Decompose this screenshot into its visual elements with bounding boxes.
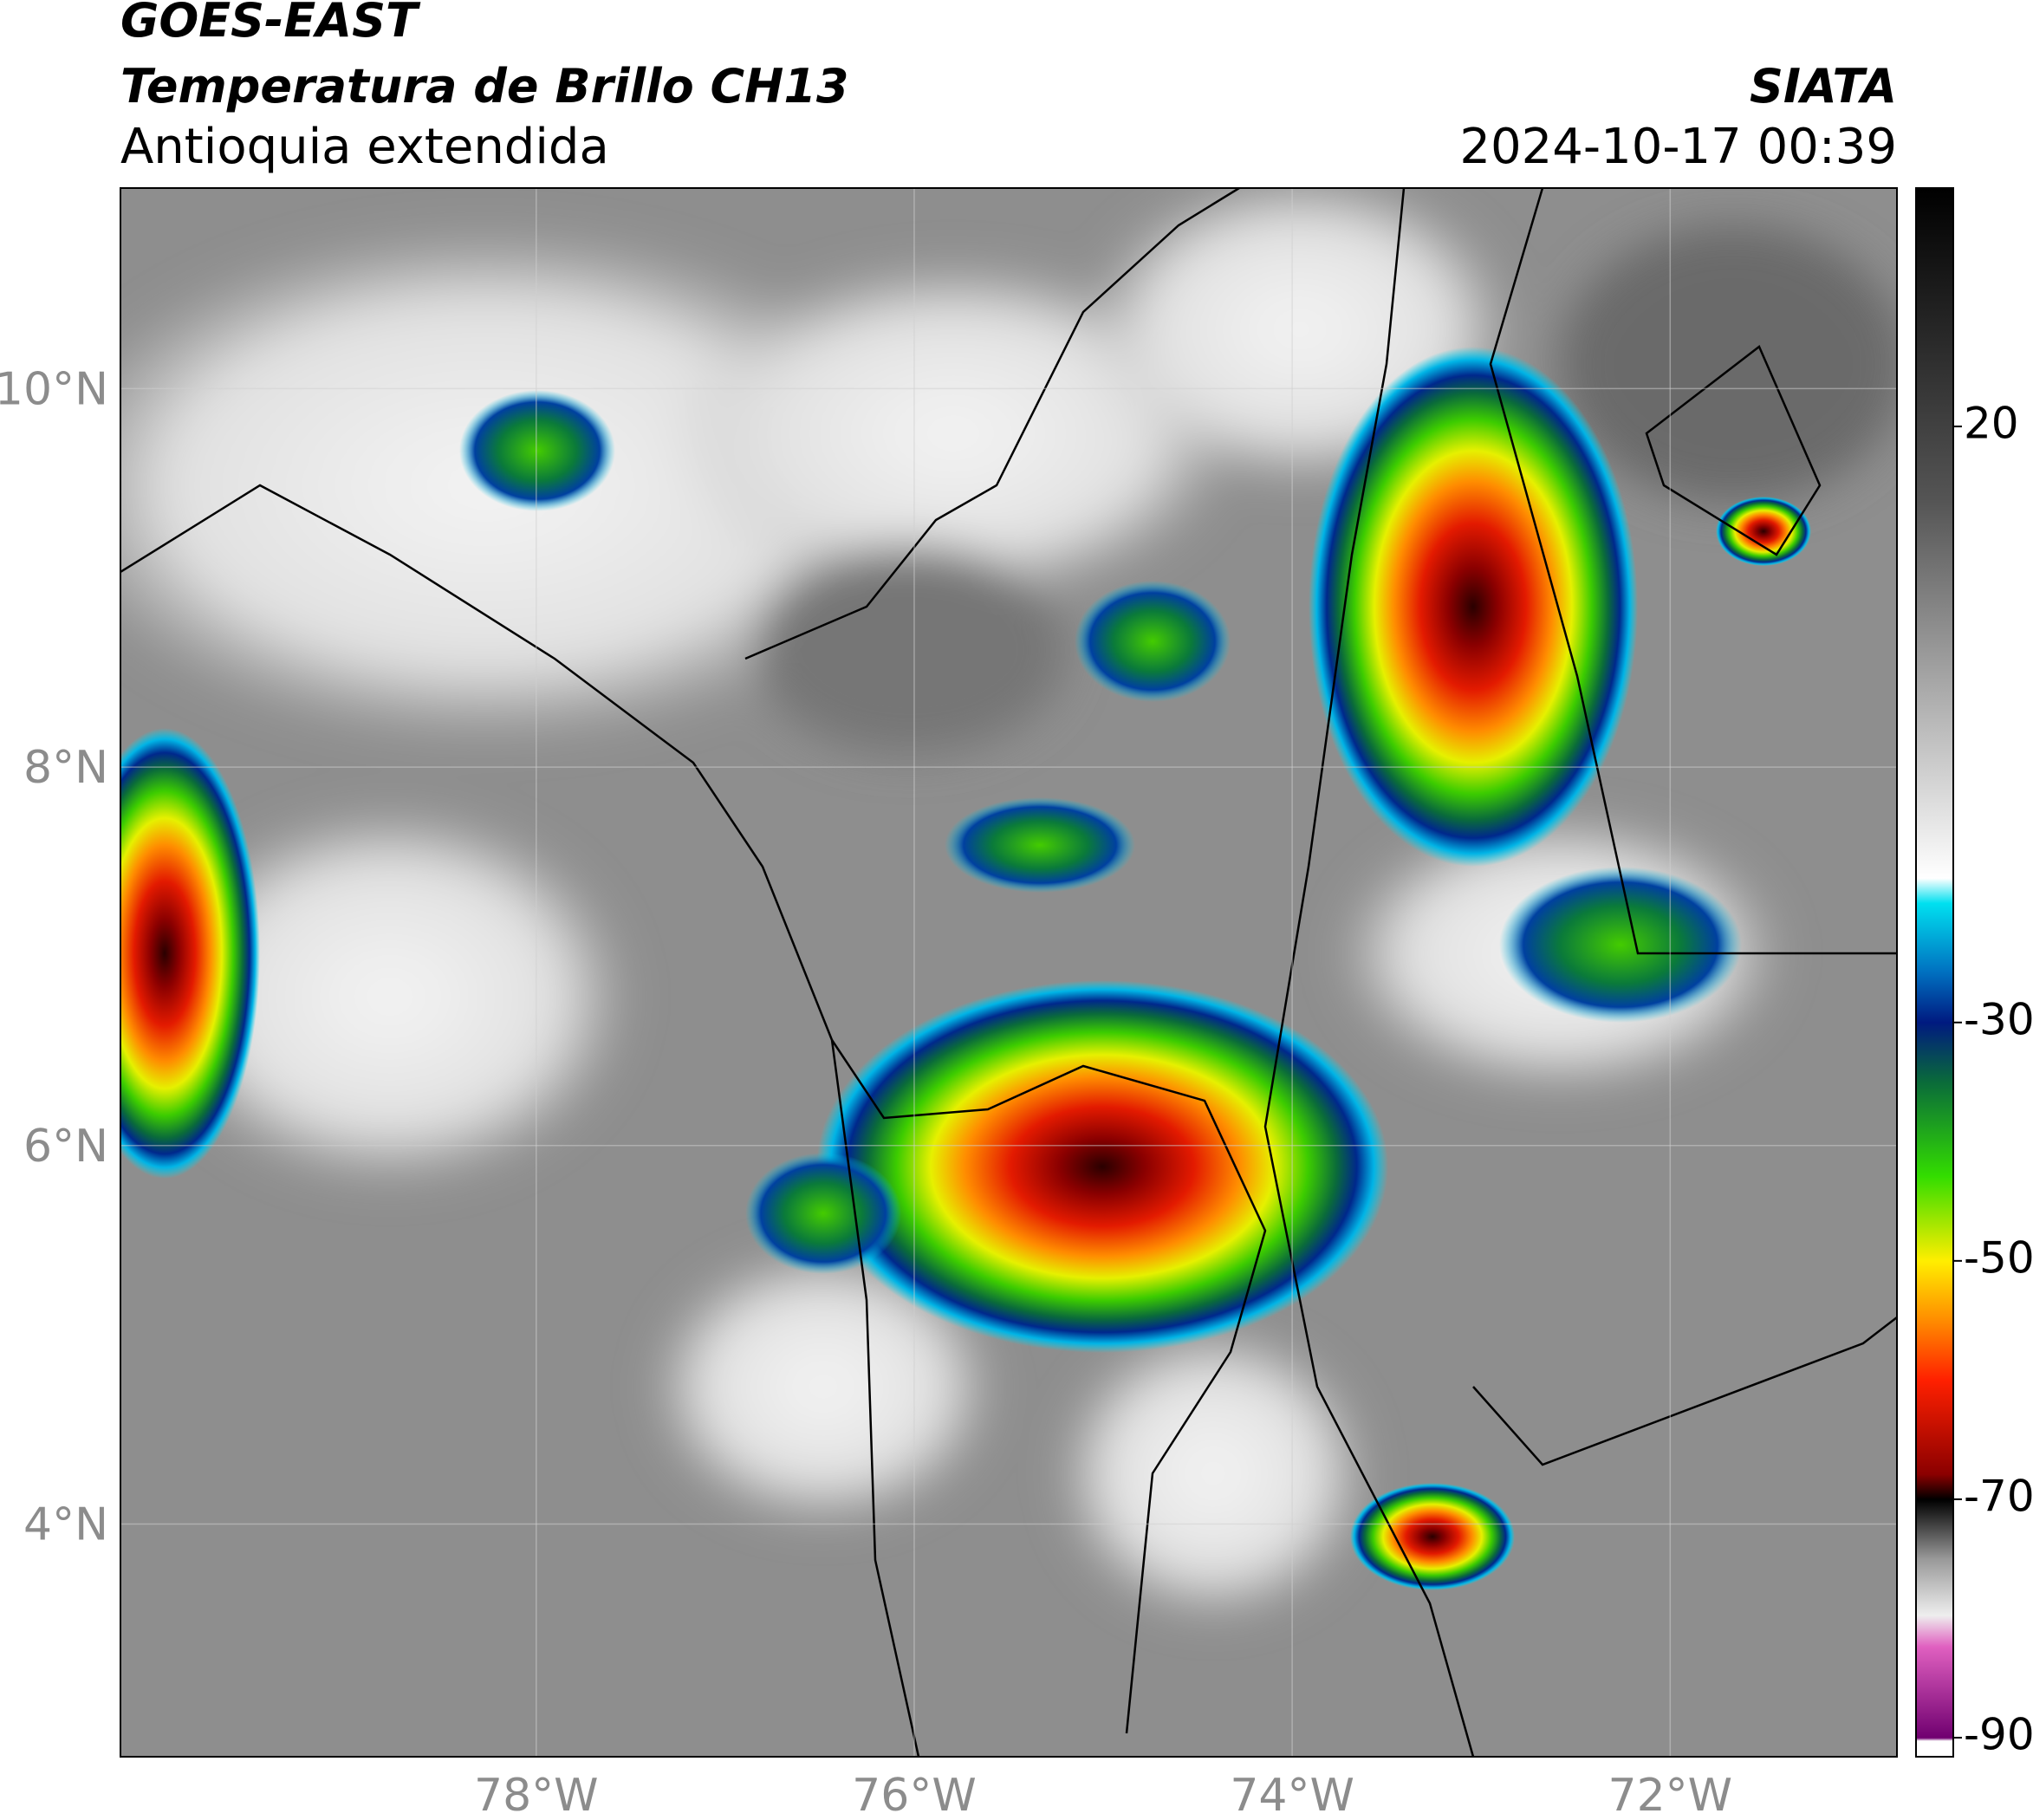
x-tick-label: 76°W (852, 1770, 977, 1820)
grid (120, 188, 1897, 1757)
y-tick-label: 4°N (23, 1498, 108, 1550)
colorbar (1915, 187, 1954, 1758)
x-tick-label: 78°W (474, 1770, 599, 1820)
labels: 78°W 76°W 74°W 72°W 4°N 6°N 8°N 10°N -90 -70 -50 -3… (0, 363, 2033, 1820)
subtitle: Temperatura de Brillo CH13 (120, 59, 849, 114)
satellite-image (120, 188, 1897, 1757)
colorbar-tick-label: -90 (1964, 1709, 2033, 1759)
y-tick-label: 10°N (0, 363, 108, 415)
title: GOES-EAST (120, 0, 421, 48)
y-tick-label: 6°N (23, 1121, 108, 1173)
colorbar-tick-label: -50 (1964, 1232, 2033, 1283)
source: SIATA (1750, 59, 1897, 114)
x-tick-label: 74°W (1230, 1770, 1354, 1820)
colorbar-tick-label: -70 (1964, 1471, 2033, 1521)
x-tick-label: 72°W (1608, 1770, 1733, 1820)
colorbar-tick-label: 20 (1964, 399, 2019, 449)
colorbar-tick-label: -30 (1964, 994, 2033, 1044)
datetime: 2024-10-17 00:39 (1459, 119, 1897, 175)
y-tick-label: 8°N (23, 742, 108, 794)
map-frame (120, 187, 1898, 1758)
region: Antioquia extendida (120, 119, 609, 175)
